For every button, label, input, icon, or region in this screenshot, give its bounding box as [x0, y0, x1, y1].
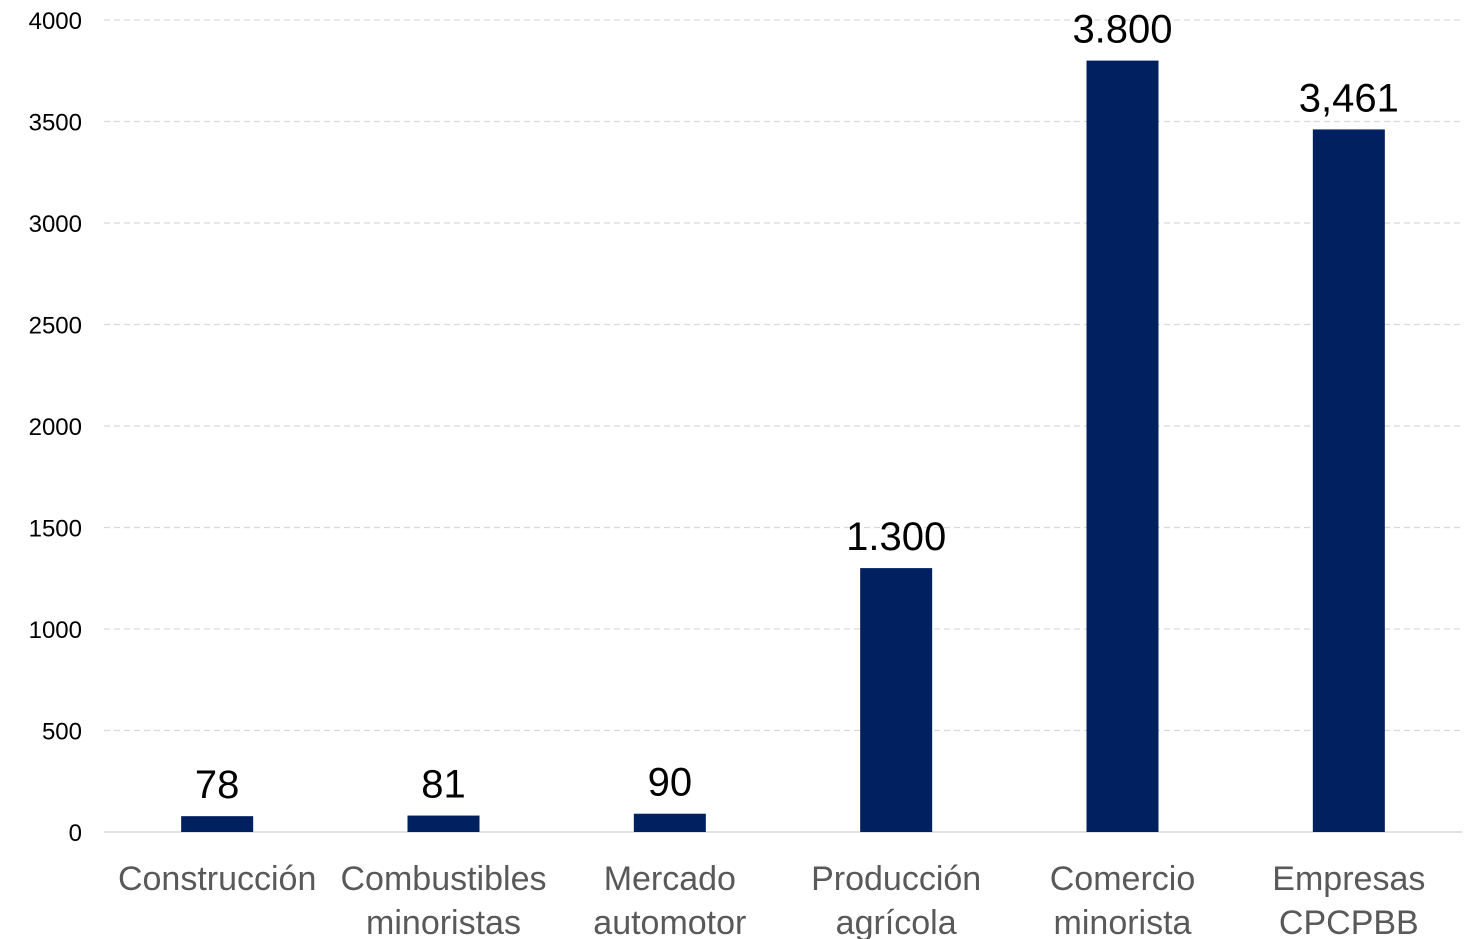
x-tick-label: Comercio: [1050, 860, 1195, 898]
x-tick-label: automotor: [593, 904, 746, 939]
bar: [1086, 60, 1159, 833]
x-tick-label: Mercado: [604, 860, 736, 898]
x-tick-label: Producción: [811, 860, 981, 898]
bar: [633, 813, 706, 832]
y-tick-label: 3000: [29, 211, 82, 238]
x-tick-label: minorista: [1054, 904, 1192, 939]
y-tick-label: 2000: [29, 414, 82, 441]
bar: [181, 816, 254, 832]
x-axis-ticks: Construcción Combustibles minoristas Mercad…: [118, 860, 1425, 939]
data-label: 78: [195, 763, 240, 807]
gridlines: [104, 19, 1462, 732]
data-labels: 78 81 90 1.300 3.800 3,461: [195, 8, 1399, 808]
data-label: 3.800: [1072, 8, 1172, 52]
x-tick-label: Empresas: [1272, 860, 1425, 898]
y-tick-label: 3500: [29, 110, 82, 137]
y-tick-label: 0: [69, 820, 82, 847]
x-tick-label: agrícola: [836, 904, 957, 939]
x-tick-label: Combustibles: [341, 860, 547, 898]
data-label: 1.300: [846, 515, 946, 559]
y-tick-label: 4000: [29, 8, 82, 35]
y-tick-label: 1000: [29, 617, 82, 644]
x-tick-label: CPCPBB: [1279, 904, 1419, 939]
bars: [181, 60, 1385, 833]
data-label: 3,461: [1299, 76, 1399, 120]
data-label: 90: [648, 761, 693, 805]
y-axis-ticks: 0 500 1000 1500 2000 2500 3000 3500 4000: [29, 8, 82, 847]
bar: [407, 815, 480, 832]
bar: [860, 568, 933, 832]
x-tick-label: minoristas: [366, 904, 521, 939]
data-label: 81: [421, 763, 466, 807]
bar: [1312, 129, 1385, 833]
y-tick-label: 1500: [29, 516, 82, 543]
x-tick-label: Construcción: [118, 860, 316, 898]
y-tick-label: 2500: [29, 313, 82, 340]
y-tick-label: 500: [42, 719, 82, 746]
